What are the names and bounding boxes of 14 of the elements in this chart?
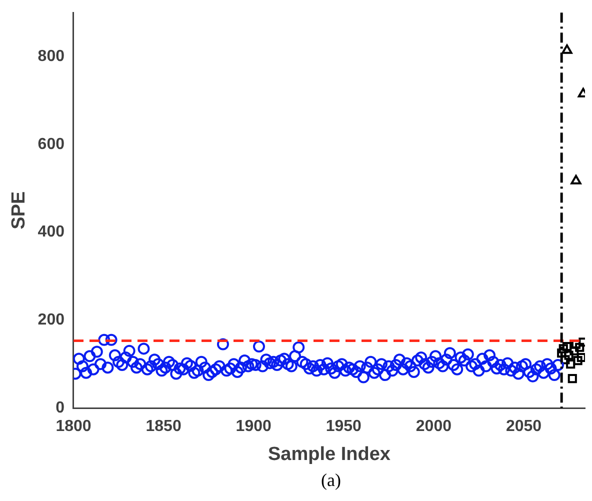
y-axis-title: SPE (8, 191, 30, 230)
x-axis-title: Sample Index (268, 444, 391, 465)
y-tick-label: 400 (38, 224, 65, 241)
y-tick-label: 600 (38, 136, 65, 153)
x-tick-label: 1900 (236, 418, 272, 436)
x-tick-label: 1950 (326, 418, 362, 436)
text: (a) (320, 470, 342, 491)
x-tick-label: 2050 (506, 418, 542, 436)
x-tick-label: 1800 (56, 418, 92, 436)
y-tick-label: 0 (56, 399, 65, 416)
x-tick-label: 1850 (146, 418, 182, 436)
y-tick-label: 800 (38, 48, 65, 65)
y-tick-label: 200 (38, 312, 65, 329)
x-tick-label: 2000 (416, 418, 452, 436)
